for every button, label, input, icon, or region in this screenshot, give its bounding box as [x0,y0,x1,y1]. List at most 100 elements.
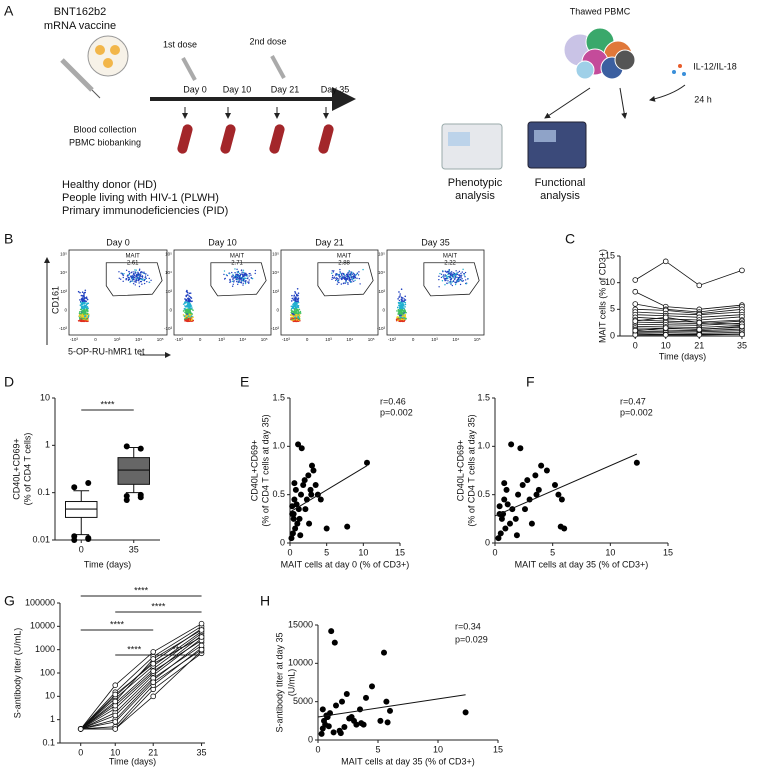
event-dot [290,307,293,310]
event-dot [447,273,449,276]
series-line [80,631,202,730]
point [198,620,205,627]
event-dot [298,308,301,311]
flow-ytick: 10⁵ [272,251,279,256]
event-dot [297,306,300,309]
event-dot [443,278,446,280]
gate-value: 2.61 [127,261,139,267]
event-dot [440,273,443,275]
event-dot [83,295,85,297]
flier [123,493,130,500]
event-dot [242,275,244,277]
point [632,327,639,334]
event-dot [438,278,440,281]
point [312,482,319,488]
event-dot [82,296,84,298]
tube [269,124,285,154]
point [495,535,502,542]
event-dot [331,276,334,279]
point [318,730,325,737]
event-dot [400,298,403,300]
event-dot [294,311,296,313]
event-dot [295,313,298,316]
event-dot [125,269,128,272]
event-dot [135,281,137,283]
event-dot [254,272,256,275]
flow-ytick: 0 [169,308,172,313]
point [551,482,558,488]
series-line [635,324,742,328]
event-dot [186,305,188,308]
event-dot [438,286,440,288]
cytokine [678,64,682,68]
event-dot [188,300,191,303]
flow-ytick: 10⁵ [378,251,385,256]
point [739,267,745,274]
point [290,515,297,522]
event-dot [452,272,455,274]
point [307,486,314,493]
point [632,277,639,283]
event-dot [188,295,191,297]
event-dot [464,279,467,281]
x-tick-label: 10 [661,340,671,350]
event-dot [298,318,301,321]
flow-xtick: 0 [94,337,97,342]
event-dot [85,308,88,310]
point [353,721,360,728]
x-axis-label: Time (days) [659,351,706,361]
event-dot [293,297,295,299]
event-dot [398,291,400,293]
event-dot [135,275,138,277]
event-dot [399,316,401,318]
event-dot [134,279,136,281]
event-dot [299,310,302,313]
event-dot [351,278,354,281]
event-dot [82,301,85,304]
point [306,520,313,527]
event-dot [186,310,189,313]
event-dot [190,312,192,314]
event-dot [132,273,135,275]
event-dot [143,272,145,275]
event-dot [447,275,449,278]
event-dot [464,271,467,274]
y-tick-label: 10000 [288,658,313,668]
event-dot [298,313,301,316]
event-dot [148,281,151,284]
event-dot [138,282,140,284]
event-dot [143,279,146,282]
point [363,694,369,701]
flow-xtick: -10³ [175,337,184,342]
event-dot [290,300,293,302]
event-dot [144,276,146,279]
significance-label: **** [100,399,115,409]
event-dot [331,270,333,272]
event-dot [83,309,85,311]
event-dot [354,277,356,279]
point [288,535,295,542]
event-dot [189,318,192,320]
event-dot [454,283,457,286]
event-dot [293,318,295,321]
event-dot [352,276,355,278]
event-dot [331,274,334,277]
event-dot [292,313,295,316]
event-dot [244,282,247,285]
event-dot [451,281,454,283]
fit-line [289,465,368,513]
event-dot [290,318,292,321]
event-dot [438,275,440,278]
flow-xtick: 10⁴ [346,337,353,342]
event-dot [460,276,463,278]
series-line [635,334,742,336]
event-dot [396,316,399,319]
series-line [80,647,202,730]
event-dot [297,298,299,301]
event-dot [242,274,244,276]
event-dot [404,306,406,308]
event-dot [81,291,84,293]
flow-ytick: 10⁵ [60,251,67,256]
event-dot [295,309,298,312]
event-dot [336,279,339,282]
